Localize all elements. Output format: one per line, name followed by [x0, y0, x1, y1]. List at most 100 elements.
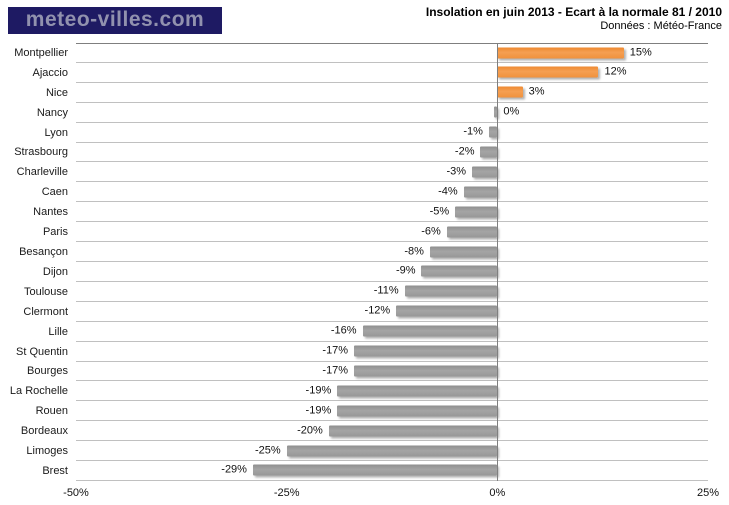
- x-tick-label--50: -50%: [63, 487, 89, 499]
- plot-cell-nantes: -5%: [76, 202, 708, 223]
- chart-row-limoges: Limoges -25%: [0, 441, 729, 462]
- category-label-ajaccio: Ajaccio: [32, 66, 68, 79]
- chart-row-la-rochelle: La Rochelle -19%: [0, 381, 729, 402]
- plot-cell-la-rochelle: -19%: [76, 381, 708, 402]
- bar-toulouse: [404, 285, 498, 297]
- category-label-limoges: Limoges: [26, 445, 68, 458]
- plot-cell-toulouse: -11%: [76, 282, 708, 302]
- chart-row-caen: Caen -4%: [0, 182, 729, 203]
- category-label-bordeaux: Bordeaux: [20, 425, 68, 438]
- value-label-limoges: -25%: [254, 444, 281, 457]
- category-label-st-quentin: St Quentin: [16, 345, 68, 358]
- category-label-lyon: Lyon: [44, 126, 68, 139]
- bar-limoges: [286, 445, 498, 457]
- chart-row-bourges: Bourges -17%: [0, 362, 729, 382]
- value-label-nancy: 0%: [503, 105, 520, 118]
- value-label-bourges: -17%: [322, 364, 349, 377]
- plot-cell-nancy: 0%: [76, 103, 708, 123]
- bar-paris: [446, 226, 498, 238]
- category-label-nice: Nice: [45, 86, 68, 99]
- value-label-la-rochelle: -19%: [305, 384, 332, 397]
- chart-row-rouen: Rouen -19%: [0, 401, 729, 422]
- plot-cell-clermont: -12%: [76, 302, 708, 322]
- chart-row-st-quentin: St Quentin -17%: [0, 342, 729, 362]
- value-label-ajaccio: 12%: [604, 65, 627, 78]
- value-label-rouen: -19%: [305, 404, 332, 417]
- plot-cell-montpellier: 15%: [76, 43, 708, 63]
- horizontal-bar-chart: Montpellier 15% Ajaccio 12% Nice 3% Nancy 0% Lyo…: [0, 43, 729, 481]
- category-label-strasbourg: Strasbourg: [14, 146, 68, 159]
- chart-row-montpellier: Montpellier 15%: [0, 43, 729, 63]
- category-label-brest: Brest: [42, 464, 68, 477]
- value-label-caen: -4%: [438, 185, 458, 198]
- plot-cell-bourges: -17%: [76, 362, 708, 382]
- plot-cell-dijon: -9%: [76, 262, 708, 282]
- chart-row-clermont: Clermont -12%: [0, 302, 729, 322]
- category-label-dijon: Dijon: [42, 265, 68, 278]
- category-label-caen: Caen: [41, 186, 68, 199]
- plot-cell-nice: 3%: [76, 83, 708, 103]
- plot-cell-besançon: -8%: [76, 242, 708, 262]
- zero-axis-line: [497, 43, 499, 481]
- plot-cell-caen: -4%: [76, 182, 708, 203]
- category-label-bourges: Bourges: [27, 365, 68, 378]
- category-label-nantes: Nantes: [33, 206, 68, 219]
- chart-row-toulouse: Toulouse -11%: [0, 282, 729, 302]
- x-tick-label-0: 0%: [489, 487, 506, 499]
- bar-brest: [252, 464, 498, 476]
- bar-bordeaux: [328, 425, 498, 437]
- plot-cell-limoges: -25%: [76, 441, 708, 462]
- chart-row-charleville: Charleville -3%: [0, 162, 729, 183]
- bar-dijon: [421, 265, 498, 277]
- chart-header: meteo-villes.com Insolation en juin 2013…: [0, 0, 729, 43]
- value-label-besançon: -8%: [404, 245, 424, 258]
- chart-row-paris: Paris -6%: [0, 222, 729, 243]
- chart-row-nice: Nice 3%: [0, 83, 729, 103]
- bar-besançon: [429, 246, 498, 258]
- plot-cell-paris: -6%: [76, 222, 708, 243]
- bar-rouen: [337, 405, 498, 417]
- category-label-charleville: Charleville: [16, 166, 68, 179]
- chart-row-lille: Lille -16%: [0, 322, 729, 342]
- bar-lille: [362, 325, 498, 337]
- category-label-paris: Paris: [42, 226, 68, 239]
- bar-st-quentin: [354, 345, 498, 357]
- category-label-clermont: Clermont: [23, 305, 68, 318]
- chart-row-nantes: Nantes -5%: [0, 202, 729, 223]
- value-label-clermont: -12%: [364, 304, 391, 317]
- chart-title: Insolation en juin 2013 - Ecart à la nor…: [425, 5, 722, 19]
- plot-cell-rouen: -19%: [76, 401, 708, 422]
- chart-row-dijon: Dijon -9%: [0, 262, 729, 282]
- value-label-montpellier: 15%: [629, 46, 652, 59]
- value-label-lille: -16%: [330, 324, 357, 337]
- chart-row-lyon: Lyon -1%: [0, 123, 729, 143]
- category-label-toulouse: Toulouse: [23, 285, 68, 298]
- x-axis: -50% -25% 0% 25%: [63, 481, 719, 505]
- value-label-nantes: -5%: [429, 205, 450, 218]
- bar-lyon: [488, 126, 498, 138]
- chart-row-besançon: Besançon -8%: [0, 242, 729, 262]
- bar-charleville: [472, 166, 498, 178]
- chart-row-ajaccio: Ajaccio 12%: [0, 63, 729, 83]
- plot-cell-lyon: -1%: [76, 123, 708, 143]
- bar-nantes: [455, 206, 498, 218]
- plot-cell-ajaccio: 12%: [76, 63, 708, 83]
- value-label-toulouse: -11%: [373, 284, 399, 297]
- chart-row-brest: Brest -29%: [0, 461, 729, 481]
- bar-la-rochelle: [337, 385, 498, 397]
- meteo-villes-logo: meteo-villes.com: [8, 7, 222, 34]
- bar-nancy: [494, 106, 498, 118]
- category-label-nancy: Nancy: [36, 106, 68, 119]
- value-label-paris: -6%: [421, 225, 441, 238]
- chart-row-bordeaux: Bordeaux -20%: [0, 421, 729, 442]
- x-tick-label--25: -25%: [273, 487, 300, 499]
- bar-montpellier: [497, 47, 624, 59]
- bar-ajaccio: [497, 66, 599, 78]
- value-label-st-quentin: -17%: [322, 344, 349, 357]
- value-label-nice: 3%: [528, 85, 545, 98]
- bar-clermont: [396, 305, 498, 317]
- category-label-la-rochelle: La Rochelle: [9, 385, 68, 398]
- chart-subtitle: Données : Météo-France: [600, 20, 722, 32]
- x-tick-label-25: 25%: [696, 487, 720, 499]
- value-label-bordeaux: -20%: [297, 424, 323, 437]
